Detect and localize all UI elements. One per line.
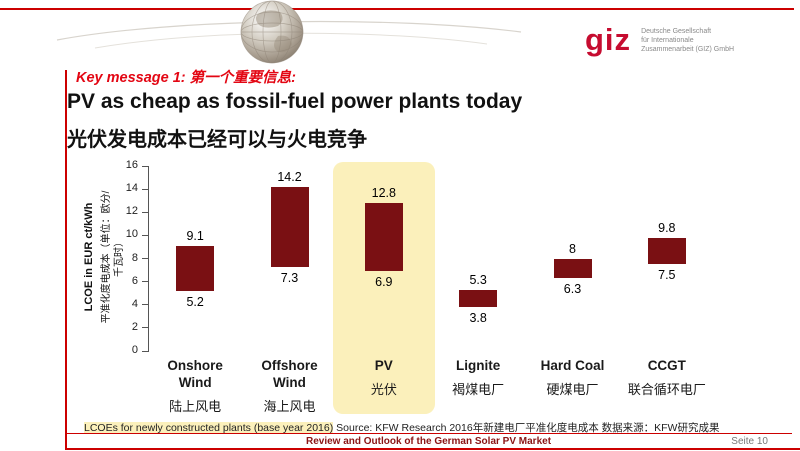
chart-footnote: LCOEs for newly constructed plants (base…	[84, 420, 719, 435]
category-label-en: PV	[374, 358, 393, 373]
y-axis-tick-label: 16	[125, 159, 138, 171]
y-axis-tick-label: 12	[125, 205, 138, 218]
category-label-en: Lignite	[456, 358, 501, 373]
bar-min-label: 6.9	[375, 275, 393, 290]
bar-min-label: 3.8	[469, 311, 487, 326]
y-axis-tick	[142, 188, 148, 190]
category-label-zh: 褐煤电厂	[452, 381, 505, 397]
giz-logo-text: giz	[585, 22, 632, 57]
slide-subtitle: 光伏发电成本已经可以与火电竞争	[67, 129, 367, 151]
y-axis-tick-label: 4	[131, 297, 138, 310]
category-label: Lignite 褐煤电厂	[431, 358, 525, 398]
bar-max-label: 8	[569, 241, 576, 256]
footnote-rest: Source: KFW Research 2016年新建电厂平准化度电成本 数据…	[333, 422, 720, 434]
y-axis-tick	[142, 304, 148, 306]
giz-logo-subtext: Deutsche Gesellschaft für Internationale…	[641, 28, 735, 53]
left-rule	[65, 70, 67, 450]
header-rule	[0, 8, 794, 10]
y-axis-tick	[142, 327, 148, 329]
y-axis-tick-label: 10	[125, 228, 138, 241]
category-label-en: Onshore Wind	[167, 358, 223, 390]
category-label-zh: 光伏	[370, 381, 397, 397]
bar-max-label: 12.8	[371, 186, 396, 200]
category-label-en: Hard Coal	[540, 358, 605, 373]
category-label: Hard Coal 硬煤电厂	[525, 358, 619, 398]
range-bar	[270, 186, 309, 267]
bar-max-label: 9.1	[186, 228, 204, 243]
y-axis-label-en: LCOE in EUR ct/kWh	[83, 202, 95, 312]
y-axis-tick-label: 8	[131, 251, 138, 264]
y-axis-tick-label: 0	[131, 344, 138, 356]
plot-area: 0 2 4 6 8 10 12 14 16 9.1 5.2 Onshore Wind 陆上风电 14.2 7…	[126, 159, 714, 414]
category-label-en: CCGT	[647, 358, 686, 373]
y-axis-tick-label: 2	[131, 320, 138, 333]
category-label-zh: 联合循环电厂	[627, 381, 706, 397]
category-label: Offshore Wind 海上风电	[242, 358, 336, 415]
footer-title: Review and Outlook of the German Solar P…	[305, 436, 552, 447]
category-label: CCGT 联合循环电厂	[620, 358, 714, 398]
y-axis-tick	[142, 165, 148, 167]
slide-title: PV as cheap as fossil-fuel power plants …	[67, 90, 523, 113]
footer-page-number: Seite 10	[731, 436, 768, 447]
y-axis-tick	[142, 211, 148, 213]
range-bar	[364, 203, 403, 272]
y-axis-tick	[142, 350, 148, 352]
globe-icon	[240, 0, 304, 64]
giz-logo: giz Deutsche Gesellschaft für Internatio…	[585, 24, 734, 55]
range-bar	[176, 245, 215, 291]
key-message: Key message 1: 第一个重要信息:	[76, 70, 296, 86]
bar-min-label: 7.5	[658, 268, 676, 283]
y-axis-tick	[142, 281, 148, 283]
bar-max-label: 14.2	[277, 169, 302, 184]
category-label-zh: 硬煤电厂	[546, 381, 599, 397]
category-label-zh: 陆上风电	[169, 398, 222, 414]
y-axis-tick-label: 6	[131, 274, 138, 287]
bar-min-label: 5.2	[186, 294, 204, 309]
range-bar	[553, 258, 592, 279]
range-bar	[459, 289, 498, 308]
y-axis-line	[148, 166, 149, 352]
category-label-zh: 海上风电	[263, 398, 316, 414]
y-axis-tick	[142, 234, 148, 236]
y-axis-tick-label: 14	[125, 182, 138, 195]
footer-rule-top	[65, 433, 792, 434]
bar-min-label: 6.3	[563, 282, 582, 297]
bar-min-label: 7.3	[280, 270, 299, 285]
y-axis-tick	[142, 258, 148, 259]
category-label: PV 光伏	[337, 358, 431, 398]
category-label: Onshore Wind 陆上风电	[148, 358, 242, 415]
bar-max-label: 9.8	[658, 220, 676, 235]
category-label-en: Offshore Wind	[261, 358, 318, 390]
footnote-highlighted: LCOEs for newly constructed plants (base…	[84, 422, 334, 434]
range-bar	[647, 237, 686, 265]
bar-max-label: 5.3	[469, 272, 487, 287]
footer-rule-bottom	[65, 448, 800, 450]
